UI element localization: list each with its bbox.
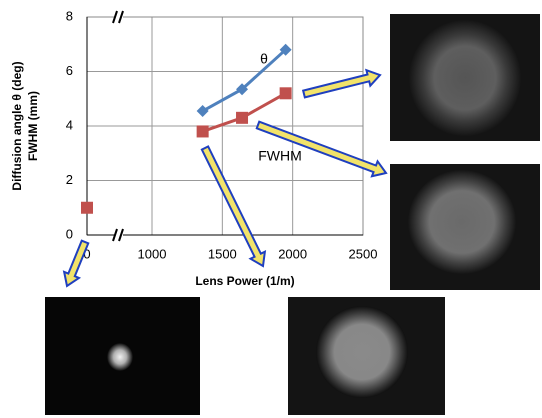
- x-tick-label: 1500: [208, 246, 237, 261]
- axis-break: [118, 228, 124, 242]
- arrow: [301, 68, 382, 99]
- series-label: θ: [260, 51, 268, 67]
- axis-break-gap: [115, 229, 123, 241]
- marker: [196, 125, 209, 138]
- axis-break: [112, 10, 118, 24]
- beam-spot: [107, 343, 133, 371]
- x-tick-label: 2000: [278, 246, 307, 261]
- y-tick-label: 4: [66, 117, 73, 132]
- arrow: [62, 239, 90, 288]
- marker: [236, 83, 249, 96]
- series-label: FWHM: [258, 148, 302, 164]
- x-tick-label: 1000: [138, 246, 167, 261]
- marker: [196, 105, 209, 118]
- marker: [279, 87, 292, 100]
- marker: [236, 111, 249, 124]
- marker: [81, 201, 93, 214]
- y-tick-label: 6: [66, 63, 73, 78]
- y-axis-label: Diffusion angle θ (deg): [10, 61, 24, 190]
- x-axis-label: Lens Power (1/m): [195, 274, 294, 288]
- axis-break: [118, 10, 124, 24]
- x-tick-label: 2500: [349, 246, 378, 261]
- axis-break: [112, 228, 118, 242]
- y-tick-label: 8: [66, 8, 73, 23]
- beam-spot: [409, 20, 521, 136]
- y-tick-label: 2: [66, 172, 73, 187]
- arrow: [200, 145, 267, 268]
- marker: [279, 43, 292, 56]
- y-tick-label: 0: [66, 226, 73, 241]
- arrow: [255, 120, 388, 178]
- y-axis-label: FWHM (mm): [26, 91, 40, 161]
- beam-images: [45, 14, 540, 415]
- x-tick-label: 0: [83, 246, 90, 261]
- axis-break-gap: [115, 11, 123, 23]
- beam-spot: [408, 170, 516, 274]
- beam-spot: [316, 306, 408, 398]
